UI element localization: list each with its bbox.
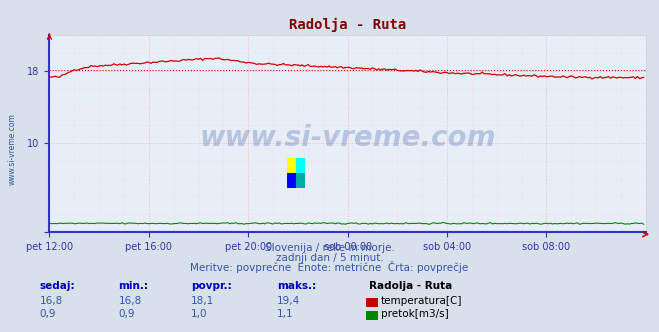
Text: Radolja - Ruta: Radolja - Ruta (369, 281, 452, 291)
Text: Slovenija / reke in morje.: Slovenija / reke in morje. (264, 243, 395, 253)
Text: 18,1: 18,1 (191, 296, 214, 306)
Bar (287, 173, 296, 188)
Text: pretok[m3/s]: pretok[m3/s] (381, 309, 449, 319)
Text: temperatura[C]: temperatura[C] (381, 296, 463, 306)
Text: 1,0: 1,0 (191, 309, 208, 319)
Bar (296, 173, 305, 188)
Bar (287, 158, 296, 173)
Text: 19,4: 19,4 (277, 296, 300, 306)
Text: zadnji dan / 5 minut.: zadnji dan / 5 minut. (275, 253, 384, 263)
Text: www.si-vreme.com: www.si-vreme.com (8, 114, 17, 185)
Text: Meritve: povprečne  Enote: metrične  Črta: povprečje: Meritve: povprečne Enote: metrične Črta:… (190, 261, 469, 273)
Text: 16,8: 16,8 (119, 296, 142, 306)
Text: 0,9: 0,9 (119, 309, 135, 319)
Text: maks.:: maks.: (277, 281, 316, 291)
Text: 0,9: 0,9 (40, 309, 56, 319)
Text: min.:: min.: (119, 281, 149, 291)
Title: Radolja - Ruta: Radolja - Ruta (289, 18, 406, 32)
Text: povpr.:: povpr.: (191, 281, 232, 291)
Text: 1,1: 1,1 (277, 309, 293, 319)
Text: 16,8: 16,8 (40, 296, 63, 306)
Text: sedaj:: sedaj: (40, 281, 75, 291)
Text: www.si-vreme.com: www.si-vreme.com (200, 124, 496, 152)
Bar (296, 158, 305, 173)
